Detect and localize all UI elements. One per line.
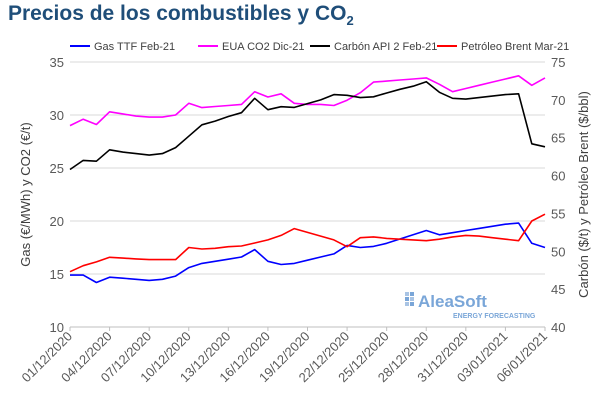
series-line [69, 213, 546, 273]
series-lines [69, 75, 546, 284]
y-left-tick-label: 20 [50, 214, 64, 229]
y-left-tick-label: 25 [50, 161, 64, 176]
watermark-brand: AleaSoft [418, 292, 487, 311]
logo-icon [405, 292, 414, 306]
y-left-axis-title: Gas (€/MWh) y CO2 (€/t) [18, 122, 33, 266]
legend-label: EUA CO2 Dic-21 [222, 41, 305, 53]
y-right-tick-label: 70 [551, 93, 565, 108]
y-right-tick-label: 55 [551, 206, 565, 221]
watermark-logo: AleaSoft ENERGY FORECASTING [405, 292, 536, 320]
series-line [69, 80, 546, 171]
y-left-tick-label: 30 [50, 108, 64, 123]
series-line [69, 75, 546, 127]
watermark-tagline: ENERGY FORECASTING [453, 313, 536, 320]
y-right-tick-label: 50 [551, 244, 565, 259]
y-right-tick-label: 40 [551, 320, 565, 335]
y-right-tick-label: 65 [551, 131, 565, 146]
legend-label: Gas TTF Feb-21 [94, 41, 175, 53]
y-right-tick-label: 45 [551, 282, 565, 297]
legend-label: Petróleo Brent Mar-21 [461, 41, 569, 53]
series-line [70, 222, 546, 284]
y-left-tick-label: 15 [50, 267, 64, 282]
y-left-tick-label: 10 [50, 320, 64, 335]
y-right-tick-label: 60 [551, 169, 565, 184]
legend: Gas TTF Feb-21 EUA CO2 Dic-21 Carbón API 2… [70, 41, 569, 53]
y-right-axis-title: Carbón ($/t) y Petróleo Brent ($/bbl) [576, 91, 591, 298]
legend-label: Carbón API 2 Feb-21 [334, 41, 437, 53]
chart-title: Precios de los combustibles y CO2 [8, 2, 354, 29]
y-right-tick-label: 75 [551, 55, 565, 70]
gridlines [70, 61, 545, 328]
y-left-tick-label: 35 [50, 55, 64, 70]
